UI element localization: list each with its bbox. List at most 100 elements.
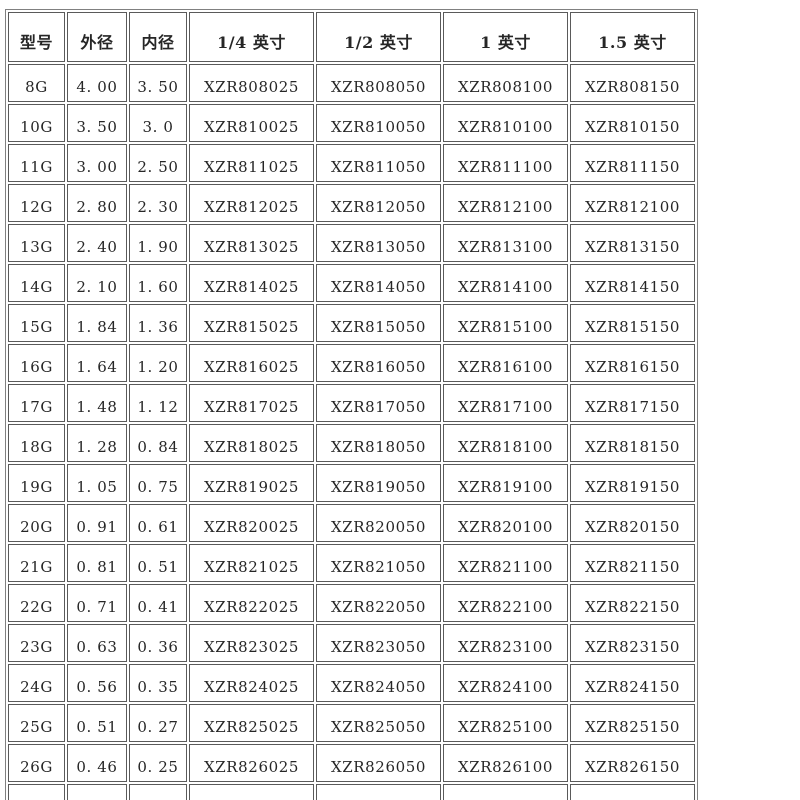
- table-row: 16G 1. 64 1. 20 XZR816025 XZR816050 XZR816100…: [8, 344, 695, 382]
- diameter-cell: 0. 63: [67, 624, 127, 662]
- part-code-cell: XZR821025: [189, 544, 314, 582]
- column-header: 内径: [129, 12, 187, 62]
- diameter-cell: 0. 36: [129, 624, 187, 662]
- column-header: 型号: [8, 12, 65, 62]
- diameter-cell: 1. 90: [129, 224, 187, 262]
- model-cell: 17G: [8, 384, 65, 422]
- diameter-cell: 0. 41: [129, 584, 187, 622]
- column-header: 1.5 英寸: [570, 12, 695, 62]
- part-code-cell: XZR813025: [189, 224, 314, 262]
- part-code-cell: XZR811050: [316, 144, 441, 182]
- part-code-cell: XZR825025: [189, 704, 314, 742]
- part-code-cell: XZR827150: [570, 784, 695, 800]
- part-code-cell: XZR812025: [189, 184, 314, 222]
- part-code-cell: XZR814150: [570, 264, 695, 302]
- table-row: 8G 4. 00 3. 50 XZR808025 XZR808050 XZR808100 X…: [8, 64, 695, 102]
- part-code-cell: XZR811025: [189, 144, 314, 182]
- model-cell: 24G: [8, 664, 65, 702]
- diameter-cell: 1. 36: [129, 304, 187, 342]
- part-code-cell: XZR823150: [570, 624, 695, 662]
- part-code-cell: XZR812100: [443, 184, 568, 222]
- diameter-cell: 1. 05: [67, 464, 127, 502]
- diameter-cell: 2. 30: [129, 184, 187, 222]
- table-row: 15G 1. 84 1. 36 XZR815025 XZR815050 XZR815100…: [8, 304, 695, 342]
- part-code-cell: XZR818100: [443, 424, 568, 462]
- part-code-cell: XZR811100: [443, 144, 568, 182]
- model-cell: 23G: [8, 624, 65, 662]
- model-cell: 25G: [8, 704, 65, 742]
- part-code-cell: XZR810050: [316, 104, 441, 142]
- diameter-cell: 2. 40: [67, 224, 127, 262]
- part-code-cell: XZR818050: [316, 424, 441, 462]
- diameter-cell: 2. 50: [129, 144, 187, 182]
- model-cell: 12G: [8, 184, 65, 222]
- table-row: 14G 2. 10 1. 60 XZR814025 XZR814050 XZR814100…: [8, 264, 695, 302]
- diameter-cell: 0. 46: [67, 744, 127, 782]
- part-code-cell: XZR827050: [316, 784, 441, 800]
- part-code-cell: XZR816150: [570, 344, 695, 382]
- needle-gauge-spec-table: 型号 外径 内径 1/4 英寸 1/2 英寸 1 英寸 1.5 英寸 8G 4. 00 3. 5…: [5, 9, 698, 800]
- table-row: 13G 2. 40 1. 90 XZR813025 XZR813050 XZR813100…: [8, 224, 695, 262]
- part-code-cell: XZR826150: [570, 744, 695, 782]
- part-code-cell: XZR817100: [443, 384, 568, 422]
- diameter-cell: 0. 27: [129, 704, 187, 742]
- diameter-cell: 3. 50: [67, 104, 127, 142]
- part-code-cell: XZR825150: [570, 704, 695, 742]
- diameter-cell: 0. 41: [67, 784, 127, 800]
- part-code-cell: XZR825050: [316, 704, 441, 742]
- part-code-cell: XZR817150: [570, 384, 695, 422]
- model-cell: 15G: [8, 304, 65, 342]
- diameter-cell: 3. 0: [129, 104, 187, 142]
- part-code-cell: XZR820025: [189, 504, 314, 542]
- diameter-cell: 0. 21: [129, 784, 187, 800]
- part-code-cell: XZR817025: [189, 384, 314, 422]
- diameter-cell: 1. 28: [67, 424, 127, 462]
- part-code-cell: XZR816050: [316, 344, 441, 382]
- part-code-cell: XZR827025: [189, 784, 314, 800]
- model-cell: 8G: [8, 64, 65, 102]
- column-header: 1/2 英寸: [316, 12, 441, 62]
- part-code-cell: XZR825100: [443, 704, 568, 742]
- diameter-cell: 3. 50: [129, 64, 187, 102]
- part-code-cell: XZR820050: [316, 504, 441, 542]
- part-code-cell: XZR821150: [570, 544, 695, 582]
- diameter-cell: 0. 25: [129, 744, 187, 782]
- table-body: 8G 4. 00 3. 50 XZR808025 XZR808050 XZR808100 X…: [8, 64, 695, 800]
- diameter-cell: 1. 84: [67, 304, 127, 342]
- model-cell: 16G: [8, 344, 65, 382]
- part-code-cell: XZR816100: [443, 344, 568, 382]
- diameter-cell: 1. 48: [67, 384, 127, 422]
- part-code-cell: XZR816025: [189, 344, 314, 382]
- part-code-cell: XZR822150: [570, 584, 695, 622]
- table-row: 26G 0. 46 0. 25 XZR826025 XZR826050 XZR826100…: [8, 744, 695, 782]
- diameter-cell: 0. 75: [129, 464, 187, 502]
- part-code-cell: XZR815100: [443, 304, 568, 342]
- diameter-cell: 1. 12: [129, 384, 187, 422]
- part-code-cell: XZR813150: [570, 224, 695, 262]
- part-code-cell: XZR814025: [189, 264, 314, 302]
- diameter-cell: 0. 71: [67, 584, 127, 622]
- table-row: 12G 2. 80 2. 30 XZR812025 XZR812050 XZR812100…: [8, 184, 695, 222]
- part-code-cell: XZR814050: [316, 264, 441, 302]
- part-code-cell: XZR823050: [316, 624, 441, 662]
- part-code-cell: XZR815025: [189, 304, 314, 342]
- part-code-cell: XZR822100: [443, 584, 568, 622]
- part-code-cell: XZR814100: [443, 264, 568, 302]
- part-code-cell: XZR824050: [316, 664, 441, 702]
- part-code-cell: XZR808025: [189, 64, 314, 102]
- part-code-cell: XZR821050: [316, 544, 441, 582]
- part-code-cell: XZR810025: [189, 104, 314, 142]
- diameter-cell: 4. 00: [67, 64, 127, 102]
- model-cell: 19G: [8, 464, 65, 502]
- part-code-cell: XZR810150: [570, 104, 695, 142]
- column-header: 1 英寸: [443, 12, 568, 62]
- table-row: 20G 0. 91 0. 61 XZR820025 XZR820050 XZR820100…: [8, 504, 695, 542]
- header-row: 型号 外径 内径 1/4 英寸 1/2 英寸 1 英寸 1.5 英寸: [8, 12, 695, 62]
- table-row: 23G 0. 63 0. 36 XZR823025 XZR823050 XZR823100…: [8, 624, 695, 662]
- diameter-cell: 0. 81: [67, 544, 127, 582]
- part-code-cell: XZR819025: [189, 464, 314, 502]
- part-code-cell: XZR808100: [443, 64, 568, 102]
- diameter-cell: 0. 84: [129, 424, 187, 462]
- part-code-cell: XZR824150: [570, 664, 695, 702]
